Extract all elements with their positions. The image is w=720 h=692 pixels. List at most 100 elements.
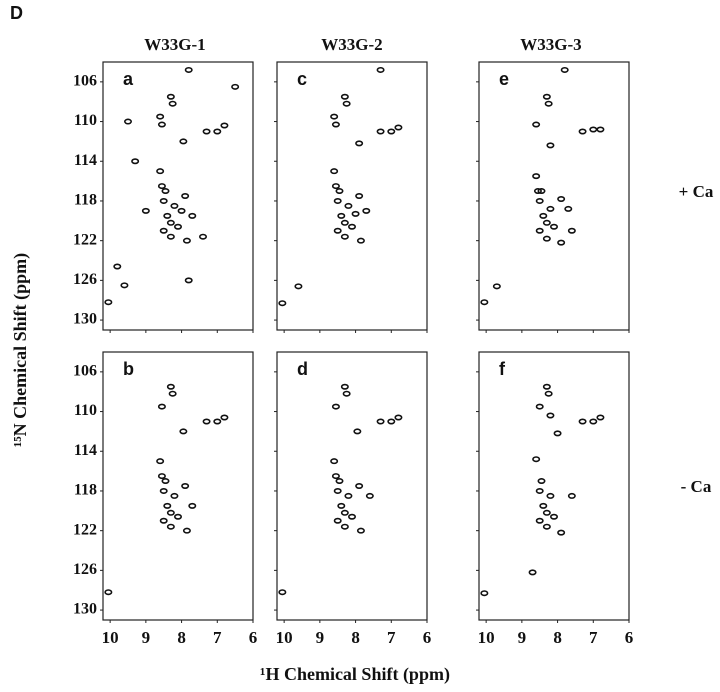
peak [340, 509, 349, 516]
y-tick-label: 106 [73, 73, 97, 90]
peak [596, 126, 605, 133]
peak [356, 527, 365, 534]
peak [184, 277, 193, 284]
x-axis-label: ¹H Chemical Shift (ppm) [260, 664, 450, 685]
peak [528, 569, 537, 576]
peak [535, 403, 544, 410]
peak [596, 414, 605, 421]
peak [182, 527, 191, 534]
x-tick-label: 9 [316, 628, 325, 647]
y-tick-label: 114 [74, 442, 97, 459]
peak [549, 513, 558, 520]
x-tick-label: 10 [478, 628, 495, 647]
peak [335, 188, 344, 195]
column-title: W33G-3 [520, 35, 581, 54]
peak [362, 207, 371, 214]
peak [589, 126, 598, 133]
peak [168, 100, 177, 107]
peak [333, 227, 342, 234]
x-tick-label: 7 [589, 628, 598, 647]
panel-label: d [297, 359, 308, 379]
peak [156, 113, 165, 120]
peak [168, 390, 177, 397]
peak [163, 212, 172, 219]
peak [557, 239, 566, 246]
column-title: W33G-1 [144, 35, 205, 54]
peak [181, 482, 190, 489]
peak [340, 523, 349, 530]
peak [331, 403, 340, 410]
peak [181, 193, 190, 200]
panel-frame [102, 351, 254, 621]
peak [355, 140, 364, 147]
peak [342, 390, 351, 397]
peak [213, 418, 222, 425]
peak [335, 478, 344, 485]
peak [141, 207, 150, 214]
peak [174, 513, 183, 520]
peak [331, 473, 340, 480]
peak [546, 412, 555, 419]
peak [533, 188, 542, 195]
peak [578, 128, 587, 135]
peak [567, 492, 576, 499]
row-label: + Ca [679, 182, 714, 201]
peak [344, 202, 353, 209]
peak [157, 473, 166, 480]
peak [557, 529, 566, 536]
peak [156, 168, 165, 175]
peak [535, 517, 544, 524]
panel-frame [102, 61, 254, 331]
peak [376, 418, 385, 425]
peak [104, 299, 113, 306]
figure-label: D [10, 3, 23, 23]
peak [553, 430, 562, 437]
peak [589, 418, 598, 425]
x-tick-label: 9 [518, 628, 527, 647]
peak [166, 233, 175, 240]
x-tick-label: 8 [553, 628, 562, 647]
peak [344, 492, 353, 499]
peak [542, 219, 551, 226]
y-tick-label: 126 [73, 561, 97, 578]
peak [161, 188, 170, 195]
peak [337, 502, 346, 509]
peak [546, 492, 555, 499]
peak [220, 122, 229, 129]
peak [351, 210, 360, 217]
peak [546, 205, 555, 212]
peak [340, 383, 349, 390]
peak [387, 418, 396, 425]
peak [539, 502, 548, 509]
peak [564, 205, 573, 212]
peak [557, 195, 566, 202]
peak [188, 502, 197, 509]
peak [340, 233, 349, 240]
panel-frame [478, 351, 630, 621]
peak [356, 237, 365, 244]
peak [532, 456, 541, 463]
peak [340, 219, 349, 226]
peak [166, 523, 175, 530]
peak [179, 428, 188, 435]
peak [159, 517, 168, 524]
y-tick-label: 126 [73, 271, 97, 288]
peak [546, 142, 555, 149]
peak [333, 517, 342, 524]
peak [542, 235, 551, 242]
peak [131, 158, 140, 165]
peak [157, 403, 166, 410]
peak [353, 428, 362, 435]
peak [544, 390, 553, 397]
peak [330, 458, 339, 465]
peak [170, 202, 179, 209]
peak [542, 523, 551, 530]
y-tick-label: 118 [74, 192, 97, 209]
peak [537, 188, 546, 195]
peak [166, 509, 175, 516]
peak [532, 121, 541, 128]
peak [278, 300, 287, 307]
peak [104, 589, 113, 596]
panel-frame [276, 351, 428, 621]
